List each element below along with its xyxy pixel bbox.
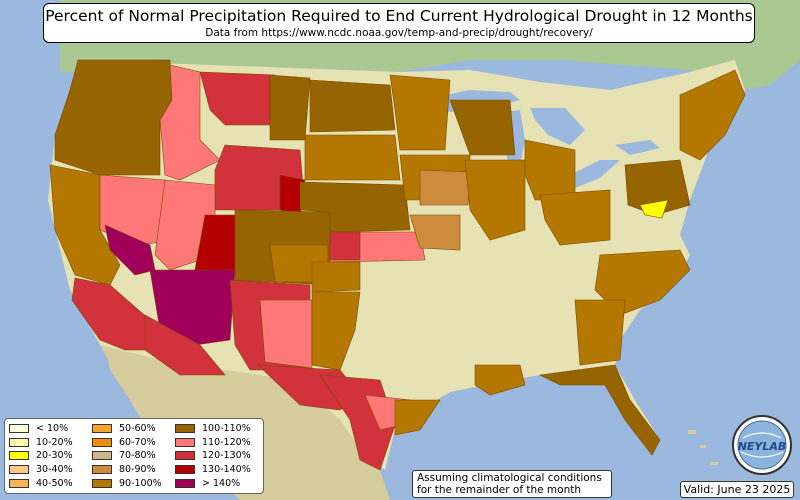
assumption-note: Assuming climatological conditions for t… (412, 470, 612, 498)
legend-item: < 10% (9, 422, 92, 436)
bahamas-islands (688, 430, 718, 465)
legend-swatch (92, 465, 112, 475)
legend-label: 70-80% (119, 450, 156, 462)
region-iowa-south (419, 169, 471, 206)
legend-label: 80-90% (119, 464, 156, 476)
map-title: Percent of Normal Precipitation Required… (45, 7, 753, 25)
legend-item: 40-50% (9, 476, 92, 490)
region-pennsylvania (624, 159, 691, 216)
region-florida (538, 364, 661, 456)
legend-item: > 140% (175, 476, 267, 490)
legend-item: 100-110% (175, 422, 267, 436)
region-nevada-south (104, 224, 156, 276)
region-arizona-south (144, 314, 226, 376)
map-subtitle: Data from https://www.ncdc.noaa.gov/temp… (205, 27, 593, 39)
region-georgia (574, 299, 626, 366)
legend-label: 50-60% (119, 423, 156, 435)
legend-label: > 140% (202, 477, 241, 489)
valid-date: Valid: June 23 2025 (680, 481, 794, 498)
legend-item: 30-40% (9, 463, 92, 477)
legend-label: 40-50% (36, 477, 73, 489)
legend-label: 60-70% (119, 436, 156, 448)
note-line-1: Assuming climatological conditions (417, 472, 602, 484)
region-montana-east (269, 74, 311, 141)
legend: < 10% 10-20% 20-30% 30-40% 40-50% 50-60% 60-70… (4, 418, 264, 494)
region-arizona (149, 269, 236, 346)
legend-item: 110-120% (175, 436, 267, 450)
region-south-dakota (304, 134, 401, 181)
drought-regions (49, 59, 746, 471)
legend-swatch (9, 478, 29, 488)
legend-label: 20-30% (36, 450, 73, 462)
legend-label: 10-20% (36, 436, 73, 448)
legend-swatch (92, 424, 112, 434)
legend-item: 50-60% (92, 422, 175, 436)
region-oklahoma-west (311, 261, 361, 293)
region-illinois (464, 159, 526, 241)
legend-item: 20-30% (9, 449, 92, 463)
region-idaho (159, 64, 221, 181)
region-wisconsin (449, 99, 516, 156)
legend-swatch (175, 424, 195, 434)
region-louisiana (474, 364, 526, 396)
legend-label: 90-100% (119, 477, 162, 489)
region-maryland (639, 199, 669, 219)
legend-swatch (9, 437, 29, 447)
legend-label: 120-130% (202, 450, 251, 462)
legend-item: 120-130% (175, 449, 267, 463)
region-texas-panhandle (311, 291, 361, 371)
logo-text: NEYLAB (738, 440, 787, 453)
region-texas-coast (394, 399, 441, 436)
region-new-england (679, 69, 746, 161)
legend-item: 80-90% (92, 463, 175, 477)
legend-swatch (92, 478, 112, 488)
legend-item: 60-70% (92, 436, 175, 450)
legend-swatch (9, 424, 29, 434)
region-ohio (539, 189, 611, 246)
legend-swatch (175, 451, 195, 461)
region-montana (199, 71, 276, 126)
legend-label: 130-140% (202, 464, 251, 476)
legend-item: 10-20% (9, 436, 92, 450)
region-minnesota (389, 74, 451, 151)
legend-swatch (175, 478, 195, 488)
legend-item: 90-100% (92, 476, 175, 490)
region-north-dakota (309, 79, 396, 133)
legend-swatch (175, 437, 195, 447)
legend-item: 70-80% (92, 449, 175, 463)
title-box: Percent of Normal Precipitation Required… (43, 3, 755, 43)
region-new-mexico-east (259, 299, 313, 369)
neylab-logo: NEYLAB (732, 415, 792, 475)
region-michigan (524, 139, 576, 201)
region-missouri-north (409, 214, 461, 251)
legend-label: 30-40% (36, 464, 73, 476)
region-carolinas (594, 249, 691, 316)
region-southern-california (71, 277, 161, 351)
legend-label: < 10% (36, 423, 69, 435)
note-line-2: for the remainder of the month (417, 484, 582, 496)
legend-swatch (175, 465, 195, 475)
region-kansas-west (329, 231, 361, 261)
legend-item: 130-140% (175, 463, 267, 477)
legend-swatch (92, 451, 112, 461)
legend-label: 110-120% (202, 436, 251, 448)
legend-swatch (9, 465, 29, 475)
legend-label: 100-110% (202, 423, 251, 435)
legend-swatch (9, 451, 29, 461)
legend-swatch (92, 437, 112, 447)
